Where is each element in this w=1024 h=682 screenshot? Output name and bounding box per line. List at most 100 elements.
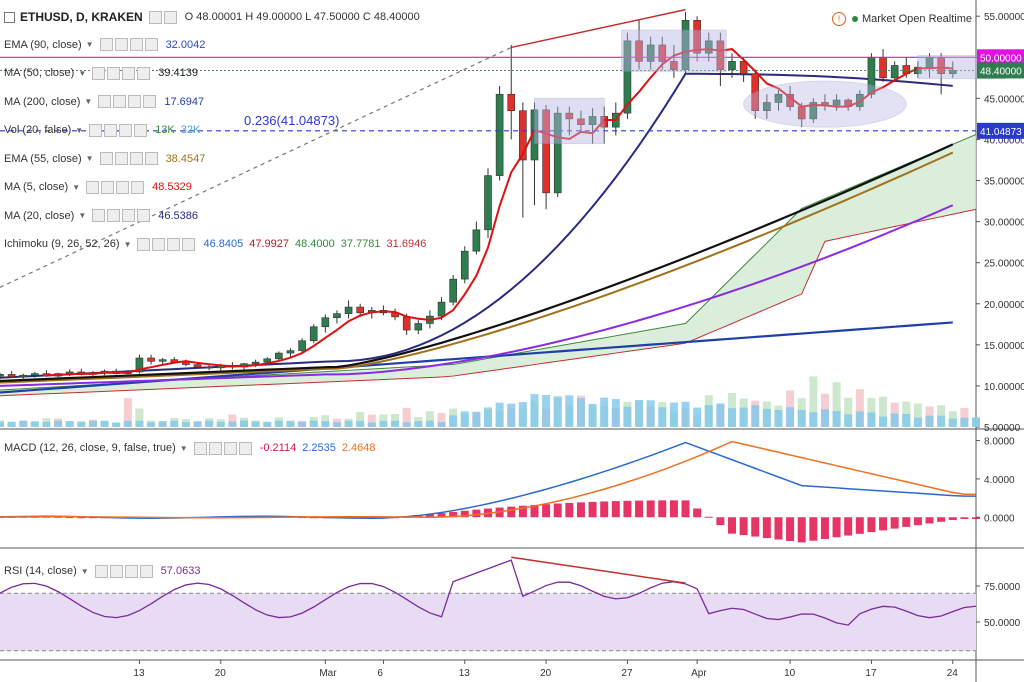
volume-ma-bar (228, 421, 237, 427)
volume-ma-bar (553, 396, 562, 427)
legend-row[interactable]: MA (50, close) ▼ 39.4139 (4, 65, 198, 81)
eye-icon[interactable] (99, 152, 113, 165)
ema-55-line (0, 151, 954, 384)
eye-icon[interactable] (89, 123, 103, 137)
close-icon[interactable] (137, 209, 151, 222)
gear-icon[interactable] (152, 237, 166, 251)
fib-label: 0.236(41.04873) (244, 113, 339, 128)
plus-icon[interactable] (119, 123, 133, 137)
close-icon[interactable] (182, 237, 196, 251)
candle-body (716, 40, 725, 70)
plus-icon[interactable] (167, 237, 181, 251)
last-price-tag-label: 48.40000 (980, 66, 1022, 77)
volume-ma-bar (716, 403, 725, 427)
legend-row[interactable]: EMA (55, close) ▼ 38.4547 (4, 151, 205, 167)
gear-icon[interactable] (114, 152, 128, 165)
legend-value: 17.6947 (164, 95, 205, 108)
legend-row[interactable]: EMA (90, close) ▼ 32.0042 (4, 37, 205, 53)
dropdown-caret-icon[interactable]: ▼ (85, 40, 94, 49)
eye-icon[interactable] (137, 237, 151, 251)
close-icon[interactable] (143, 95, 157, 108)
dropdown-caret-icon[interactable]: ▼ (179, 443, 188, 453)
plus-icon[interactable] (116, 180, 130, 194)
close-icon[interactable] (131, 180, 145, 194)
close-icon[interactable] (137, 66, 151, 80)
time-tick-label: 17 (865, 668, 877, 679)
eye-icon[interactable] (98, 95, 112, 108)
warning-icon[interactable]: ! (831, 12, 846, 26)
close-icon[interactable] (144, 152, 158, 165)
legend-row[interactable]: MA (20, close) ▼ 46.5386 (4, 208, 198, 224)
candle-body (263, 358, 272, 363)
gear-icon[interactable] (107, 209, 121, 222)
legend-row[interactable]: Ichimoku (9, 26, 52, 26) ▼ 46.8405 47.9927 4… (4, 236, 426, 252)
gear-icon[interactable] (104, 123, 118, 137)
legend-label: EMA (55, close) (4, 152, 82, 165)
candle-body (565, 112, 574, 120)
gear-icon[interactable] (107, 66, 121, 80)
macd-histogram-bar (658, 500, 667, 518)
gear-icon[interactable] (208, 441, 222, 455)
legend-row[interactable]: Vol (20, false) ▼ 13K 32K (4, 122, 200, 138)
legend-row[interactable]: MA (5, close) ▼ 48.5329 (4, 179, 192, 195)
close-icon[interactable] (134, 123, 148, 137)
eye-icon[interactable] (193, 441, 207, 455)
plus-icon[interactable] (122, 66, 136, 80)
dropdown-caret-icon[interactable]: ▼ (84, 97, 93, 106)
plus-icon[interactable] (128, 95, 142, 108)
dropdown-caret-icon[interactable]: ▼ (72, 182, 81, 192)
price-tick-label: 25.00000 (984, 259, 1024, 270)
eye-icon[interactable] (94, 564, 108, 578)
plus-icon[interactable] (124, 564, 138, 578)
plus-icon[interactable] (122, 209, 136, 222)
macd-histogram-bar (728, 517, 736, 534)
plus-icon[interactable] (223, 441, 237, 455)
eye-icon[interactable] (86, 180, 100, 194)
plus-icon[interactable] (129, 38, 143, 51)
volume-bar (321, 415, 330, 427)
dropdown-caret-icon[interactable]: ▼ (123, 239, 132, 249)
dropdown-caret-icon[interactable]: ▼ (85, 154, 94, 163)
dropdown-caret-icon[interactable]: ▼ (80, 566, 89, 576)
gear-icon[interactable] (113, 95, 127, 108)
candle-body (460, 250, 469, 280)
consolidation-ellipse (743, 80, 907, 128)
volume-ma-bar (693, 407, 702, 427)
close-icon[interactable] (144, 38, 158, 51)
volume-ma-bar (147, 422, 156, 427)
legend-row[interactable]: RSI (14, close) ▼ 57.0633 (4, 563, 200, 579)
volume-ma-bar (681, 401, 690, 427)
macd-histogram-bar (65, 517, 74, 519)
legend-row[interactable]: MA (200, close) ▼ 17.6947 (4, 94, 204, 110)
volume-ma-bar (205, 420, 214, 427)
trend-line (0, 46, 512, 288)
gear-icon[interactable] (114, 38, 128, 51)
macd-histogram-bar (507, 506, 516, 518)
volume-ma-bar (402, 422, 411, 427)
plus-icon[interactable] (129, 152, 143, 165)
collapse-icon[interactable] (4, 11, 15, 23)
volume-ma-bar (414, 421, 423, 427)
close-icon[interactable] (163, 10, 177, 24)
settings-icon[interactable] (148, 10, 162, 24)
legend-row[interactable]: MACD (12, 26, close, 9, false, true) ▼ -0.… (4, 440, 376, 456)
dropdown-caret-icon[interactable]: ▼ (78, 211, 87, 220)
volume-ma-bar (576, 398, 585, 427)
macd-histogram-bar (460, 510, 469, 518)
gear-icon[interactable] (109, 564, 123, 578)
gear-icon[interactable] (101, 180, 115, 194)
close-icon[interactable] (139, 564, 153, 578)
eye-icon[interactable] (99, 38, 113, 51)
market-status-text: Market Open Realtime (861, 13, 972, 25)
macd-histogram-bar (693, 508, 702, 518)
eye-icon[interactable] (92, 209, 106, 222)
dropdown-caret-icon[interactable]: ▼ (78, 68, 87, 78)
volume-ma-bar (158, 421, 167, 427)
macd-tick-label: 8.0000 (984, 437, 1015, 448)
close-icon[interactable] (238, 441, 252, 455)
eye-icon[interactable] (92, 66, 106, 80)
dropdown-caret-icon[interactable]: ▼ (75, 125, 84, 135)
symbol-title[interactable]: ETHUSD, D, KRAKEN (20, 10, 143, 24)
candle-body (728, 61, 736, 70)
